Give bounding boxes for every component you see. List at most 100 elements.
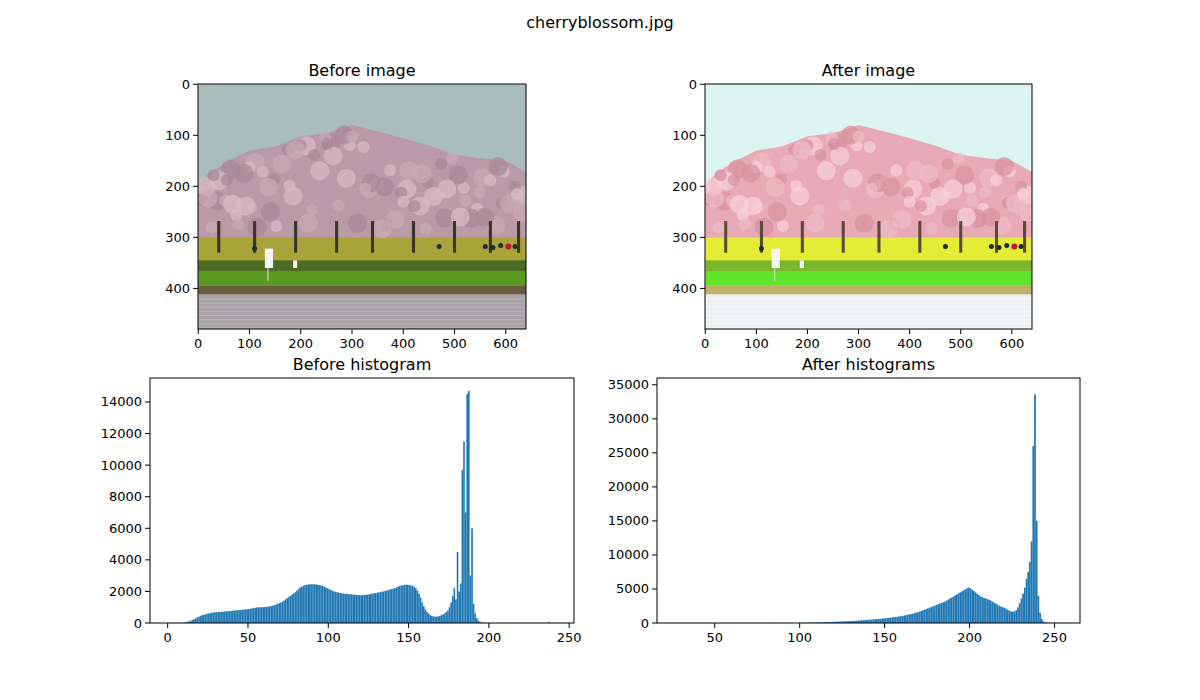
hist-bar (1026, 579, 1028, 623)
hist-bar (1036, 521, 1038, 623)
photo-ripple (198, 315, 526, 316)
photo-blossom (409, 200, 421, 212)
photo-person (1019, 244, 1024, 249)
hist-bar (976, 594, 978, 623)
hist-bar (234, 611, 236, 623)
hist-bar (240, 610, 242, 623)
photo-person (997, 245, 1002, 250)
hist-bar (293, 593, 295, 623)
hist-bar (975, 592, 977, 623)
hist-bar (886, 618, 888, 623)
hist-bar (319, 585, 321, 623)
hist-bar (951, 597, 953, 623)
hist-bar (372, 594, 374, 623)
hist-bar (314, 584, 316, 623)
y-tick-label: 2000 (109, 584, 142, 599)
photo-blossom (1017, 188, 1029, 200)
photo-blossom (853, 131, 865, 143)
y-tick (193, 135, 198, 136)
photo-blossom (286, 141, 305, 160)
photo-person (498, 243, 503, 248)
photo-blossom (484, 174, 496, 186)
hist-bar (291, 595, 293, 623)
photo-blossom (337, 169, 356, 188)
photo-blossom (221, 174, 233, 186)
hist-bar (1019, 603, 1021, 623)
background (0, 0, 1200, 700)
hist-bar (423, 606, 425, 623)
photo-blossom (843, 169, 862, 188)
hist-bar (993, 603, 995, 623)
hist-bar (388, 590, 390, 623)
photo-blossom (995, 157, 1014, 176)
photo-person (989, 244, 994, 249)
hist-bar (441, 615, 443, 623)
hist-bar (259, 607, 261, 623)
hist-bar (460, 584, 462, 623)
hist-bar (954, 595, 956, 623)
hist-bar (474, 614, 476, 623)
hist-bar (898, 616, 900, 623)
x-tick-label: 300 (846, 336, 871, 351)
hist-bar (895, 617, 897, 623)
axes-frame (198, 84, 526, 329)
photo-blossom (864, 141, 876, 153)
photo-person (1004, 243, 1009, 248)
axes-frame (705, 84, 1032, 329)
hist-bar (357, 595, 359, 623)
photo-canopy (705, 125, 1032, 237)
hist-bar (476, 618, 478, 623)
photo-blossom (779, 155, 798, 174)
y-tick (652, 486, 657, 487)
photo-blossom (333, 199, 345, 211)
hist-bar (420, 598, 422, 623)
hist-bar (365, 595, 367, 623)
hist-bar (335, 592, 337, 623)
y-tick (145, 433, 150, 434)
hist-bar (987, 599, 989, 623)
photo-trunk (801, 221, 804, 253)
hist-bar (354, 595, 356, 623)
photo-blossom (460, 195, 472, 207)
photo-water (705, 295, 1032, 329)
hist-bar (450, 602, 452, 623)
hist-bar (1015, 610, 1017, 623)
x-tick-label: 250 (1042, 630, 1067, 645)
photo-far-grass (198, 235, 526, 263)
hist-bar (378, 592, 380, 623)
hist-bar (1017, 607, 1019, 623)
hist-bar (201, 615, 203, 623)
hist-bar (393, 589, 395, 623)
photo-blossom (1019, 203, 1032, 222)
hist-bar (973, 591, 975, 623)
y-tick-label: 0 (182, 77, 190, 92)
x-tick (167, 623, 168, 628)
hist-bar (242, 610, 244, 623)
hist-bar (1012, 612, 1014, 623)
hist-bar (985, 599, 987, 624)
x-tick (705, 329, 706, 334)
y-tick (193, 237, 198, 238)
hist-bar (217, 612, 219, 623)
photo-blossom (815, 149, 827, 161)
hist-bar (869, 620, 871, 623)
hist-bar (410, 585, 412, 623)
hist-bar (1010, 611, 1012, 623)
hist-bar (298, 589, 300, 623)
hist-bar (333, 591, 335, 623)
y-tick-label: 300 (165, 230, 190, 245)
photo-blossom (397, 196, 409, 208)
hist-bar (346, 594, 348, 623)
hist-bar (352, 595, 354, 623)
photo-blossom (473, 187, 485, 199)
photo-blossom (715, 169, 727, 181)
x-tick (249, 329, 250, 334)
hist-bar (442, 614, 444, 623)
photo-sign-post (774, 268, 775, 281)
x-tick-label: 200 (795, 336, 820, 351)
x-tick-label: 50 (706, 630, 723, 645)
hist-bar (988, 600, 990, 623)
photo-blossom (272, 155, 291, 174)
hist-bar (934, 606, 936, 623)
hist-bar (421, 602, 423, 623)
